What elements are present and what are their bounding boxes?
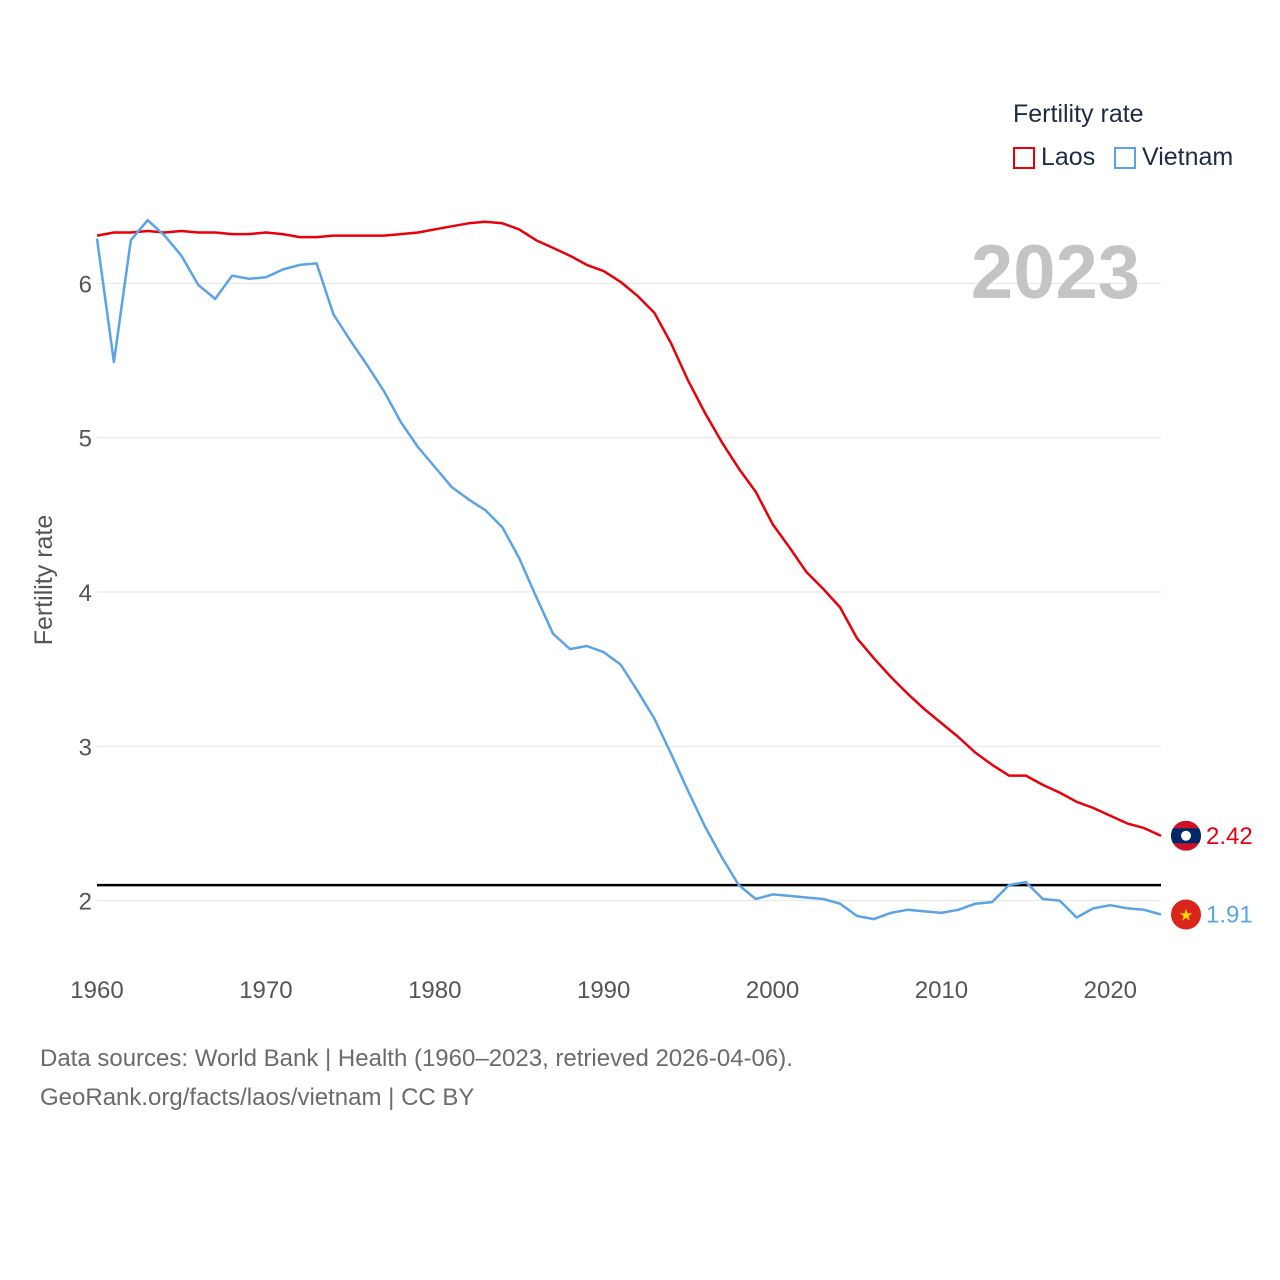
y-tick-label: 2	[79, 889, 92, 916]
y-axis-label: Fertility rate	[30, 515, 58, 646]
svg-text:★: ★	[1179, 905, 1193, 924]
legend-swatch-vietnam	[1114, 146, 1136, 169]
legend-label-vietnam: Vietnam	[1142, 143, 1234, 171]
x-tick-label: 2020	[1084, 977, 1137, 1004]
legend-label-laos: Laos	[1041, 143, 1096, 171]
legend-title: Fertility rate	[1013, 100, 1144, 128]
y-tick-label: 6	[79, 271, 92, 298]
x-tick-label: 1980	[408, 977, 461, 1004]
series-line-laos	[96, 220, 1162, 837]
end-value-label-vietnam: 1.91	[1206, 901, 1253, 928]
x-tick-label: 2000	[746, 977, 799, 1004]
legend-item-vietnam[interactable]: Vietnam	[1114, 143, 1233, 172]
legend-swatch-laos	[1013, 146, 1035, 169]
footer-credit[interactable]: GeoRank.org/facts/laos/vietnam | CC BY	[40, 1084, 475, 1111]
footer-sources: Data sources: World Bank | Health (1960–…	[40, 1045, 793, 1072]
gridlines	[97, 282, 1161, 902]
legend-item-laos[interactable]: Laos	[1013, 143, 1095, 172]
laos-flag-icon	[1171, 820, 1201, 851]
end-markers: 2.42 ★ 1.91	[1171, 820, 1253, 930]
x-axis-ticks: 1960 1970 1980 1990 2000 2010 2020	[70, 977, 1137, 1004]
year-watermark: 2023	[971, 230, 1140, 315]
y-tick-label: 5	[79, 426, 92, 453]
y-axis-ticks: 2 3 4 5 6	[79, 271, 92, 915]
x-tick-label: 2010	[915, 977, 968, 1004]
vietnam-flag-icon: ★	[1171, 899, 1201, 930]
x-tick-label: 1970	[239, 977, 292, 1004]
series-line-vietnam	[95, 218, 1162, 921]
x-tick-label: 1990	[577, 977, 630, 1004]
series-lines	[95, 218, 1162, 921]
end-value-label-laos: 2.42	[1206, 823, 1253, 850]
y-tick-label: 3	[79, 734, 92, 761]
x-tick-label: 1960	[70, 977, 123, 1004]
y-tick-label: 4	[79, 580, 92, 607]
